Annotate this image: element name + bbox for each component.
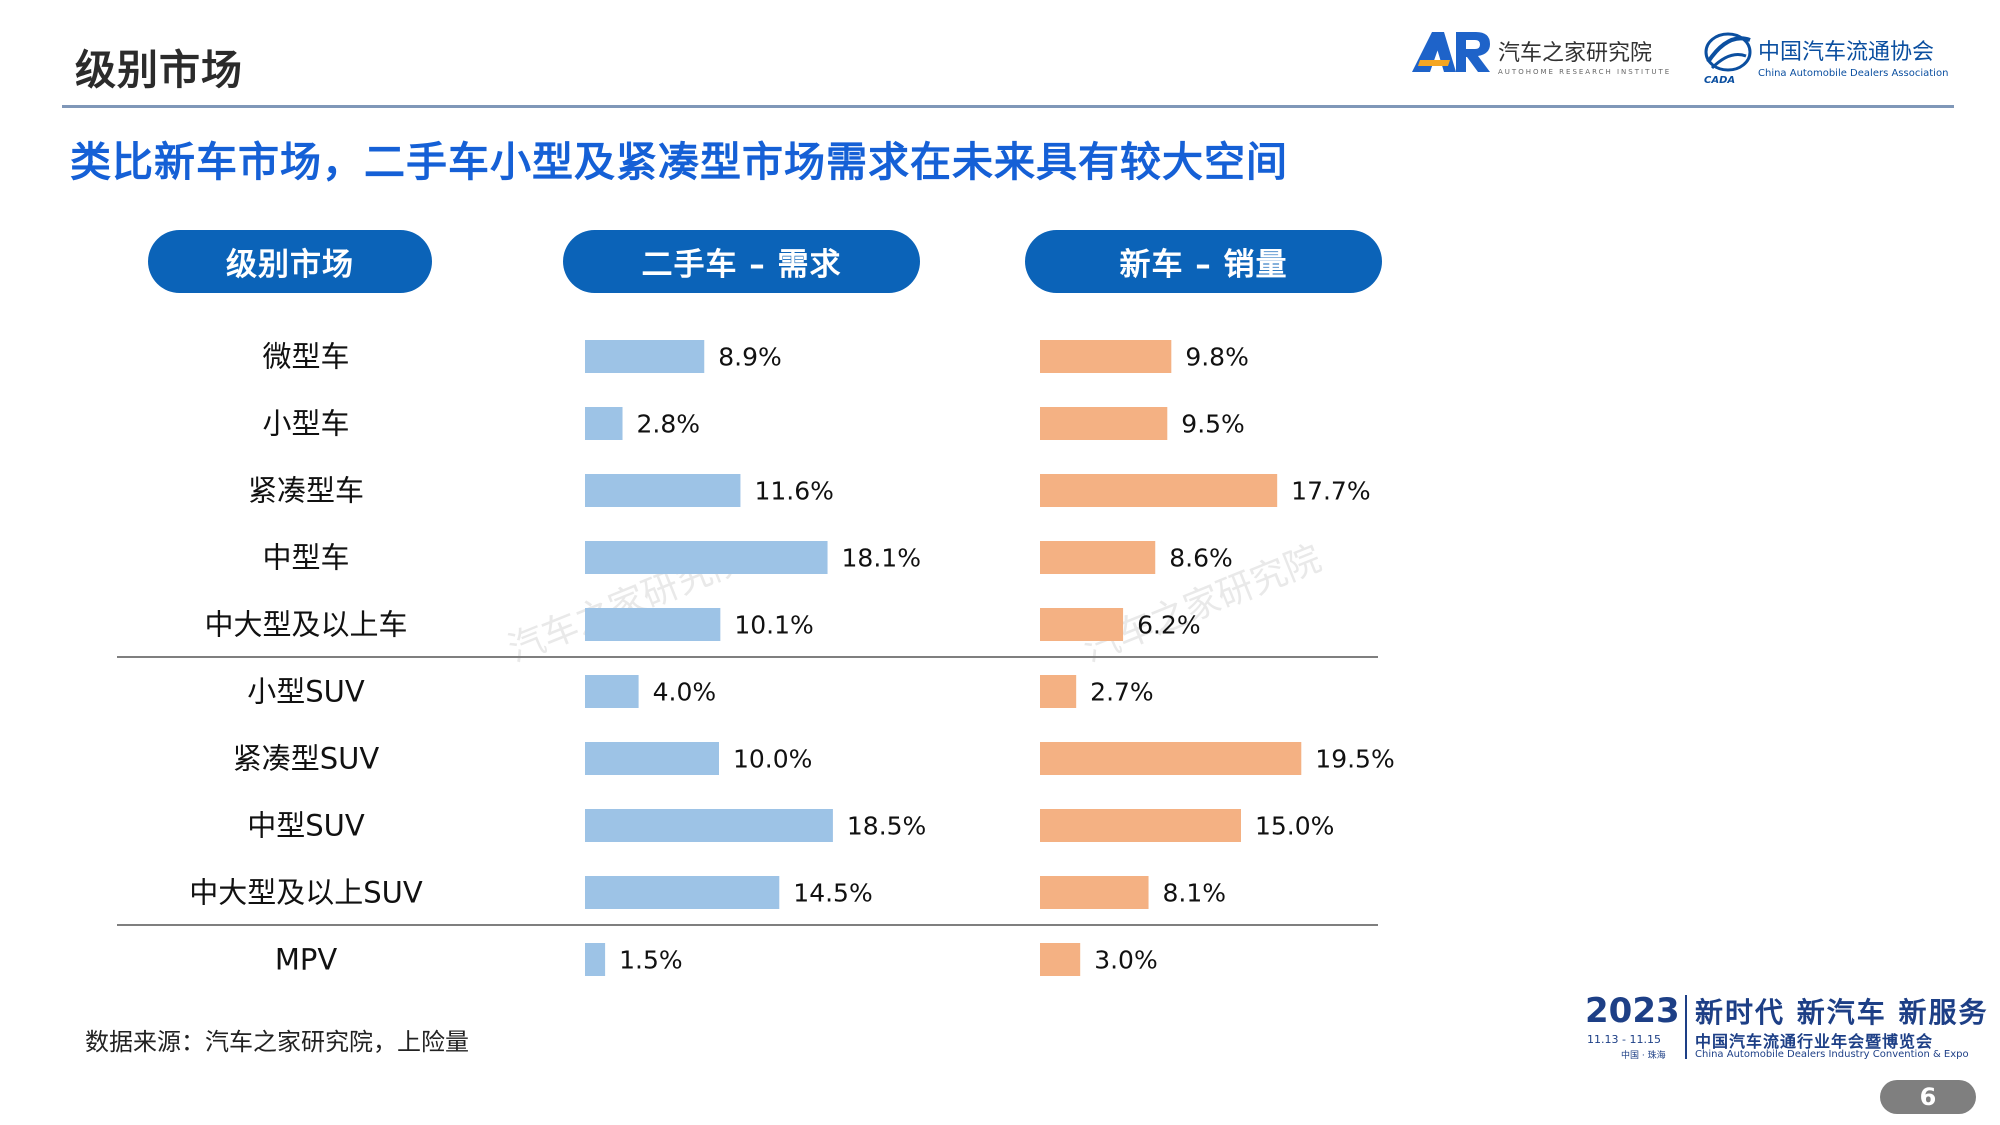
ar-logo-sub: AUTOHOME RESEARCH INSTITUTE <box>1498 68 1672 76</box>
category-label: 中型车 <box>262 541 349 575</box>
used-demand-bar <box>585 809 833 842</box>
event-slogan: 新时代 新汽车 新服务 <box>1695 996 1989 1029</box>
new-sales-value-label: 6.2% <box>1137 611 1201 640</box>
category-label: 中大型及以上车 <box>204 608 407 642</box>
cada-logo-name: 中国汽车流通协会 <box>1758 40 1935 65</box>
event-city: 中国 · 珠海 <box>1621 1051 1666 1061</box>
new-sales-bar <box>1040 809 1241 842</box>
new-sales-value-label: 2.7% <box>1090 678 1154 707</box>
data-source-note: 数据来源：汽车之家研究院，上险量 <box>85 1028 469 1056</box>
used-demand-value-label: 8.9% <box>718 343 782 372</box>
ar-logo-name: 汽车之家研究院 <box>1498 41 1653 66</box>
event-dates: 11.13 - 11.15 <box>1587 1033 1661 1046</box>
category-label: 紧凑型车 <box>248 474 364 508</box>
column-header-used-demand: 二手车 – 需求 <box>563 230 920 293</box>
new-sales-value-label: 19.5% <box>1315 745 1394 774</box>
category-label: 微型车 <box>262 340 349 374</box>
used-demand-value-label: 18.5% <box>847 812 926 841</box>
autohome-research-logo: 汽车之家研究院 AUTOHOME RESEARCH INSTITUTE <box>1410 30 1710 90</box>
used-demand-value-label: 10.1% <box>734 611 813 640</box>
event-year: 2023 <box>1585 991 1680 1031</box>
event-name: 中国汽车流通行业年会暨博览会 <box>1695 1032 1934 1051</box>
new-sales-bar <box>1040 340 1172 373</box>
new-sales-bar <box>1040 608 1124 641</box>
new-sales-bar <box>1040 876 1149 909</box>
new-sales-bar <box>1040 675 1077 708</box>
cada-logo-icon: CADA <box>1704 32 1752 86</box>
event-english-name: China Automobile Dealers Industry Conven… <box>1695 1049 1969 1060</box>
column-header-level: 级别市场 <box>148 230 432 293</box>
new-sales-bar <box>1040 541 1156 574</box>
header-divider <box>62 105 1954 108</box>
used-demand-bar <box>585 608 721 641</box>
cada-logo: CADA 中国汽车流通协会 China Automobile Dealers A… <box>1700 28 1960 88</box>
new-sales-value-label: 15.0% <box>1255 812 1334 841</box>
new-sales-bar <box>1040 474 1278 507</box>
new-sales-value-label: 9.5% <box>1181 410 1245 439</box>
new-sales-bar <box>1040 742 1302 775</box>
event-divider <box>1685 995 1687 1059</box>
new-sales-bar <box>1040 407 1168 440</box>
used-demand-value-label: 4.0% <box>653 678 717 707</box>
category-label: 小型SUV <box>247 675 365 709</box>
used-demand-value-label: 14.5% <box>793 879 872 908</box>
used-demand-bar <box>585 541 828 574</box>
used-demand-value-label: 11.6% <box>754 477 833 506</box>
category-label: MPV <box>275 943 338 977</box>
new-sales-value-label: 17.7% <box>1291 477 1370 506</box>
new-sales-value-label: 8.1% <box>1163 879 1227 908</box>
used-demand-bar <box>585 742 719 775</box>
used-demand-value-label: 2.8% <box>637 410 701 439</box>
category-label: 小型车 <box>262 407 349 441</box>
used-demand-bar <box>585 407 623 440</box>
new-sales-value-label: 8.6% <box>1169 544 1233 573</box>
page-title: 级别市场 <box>75 46 243 94</box>
new-sales-bar <box>1040 943 1081 976</box>
used-demand-bar <box>585 943 606 976</box>
used-demand-value-label: 10.0% <box>733 745 812 774</box>
ar-logo-icon <box>1412 32 1490 72</box>
used-demand-value-label: 18.1% <box>842 544 921 573</box>
cada-logo-sub: China Automobile Dealers Association <box>1758 68 1949 79</box>
cada-logo-mark: CADA <box>1704 75 1735 86</box>
new-sales-value-label: 9.8% <box>1185 343 1249 372</box>
category-label: 紧凑型SUV <box>233 742 380 776</box>
used-demand-value-label: 1.5% <box>619 946 683 975</box>
headline: 类比新车市场，二手车小型及紧凑型市场需求在未来具有较大空间 <box>70 138 1288 186</box>
event-badge: 2023 11.13 - 11.15 中国 · 珠海 新时代 新汽车 新服务 中… <box>1585 991 1987 1063</box>
category-label: 中型SUV <box>247 809 365 843</box>
column-header-new-sales: 新车 – 销量 <box>1025 230 1382 293</box>
used-demand-bar <box>585 474 741 507</box>
new-sales-value-label: 3.0% <box>1094 946 1158 975</box>
used-demand-bar <box>585 340 705 373</box>
page-number: 6 <box>1880 1080 1976 1114</box>
used-demand-bar <box>585 675 639 708</box>
category-label: 中大型及以上SUV <box>189 876 423 910</box>
used-demand-bar <box>585 876 780 909</box>
